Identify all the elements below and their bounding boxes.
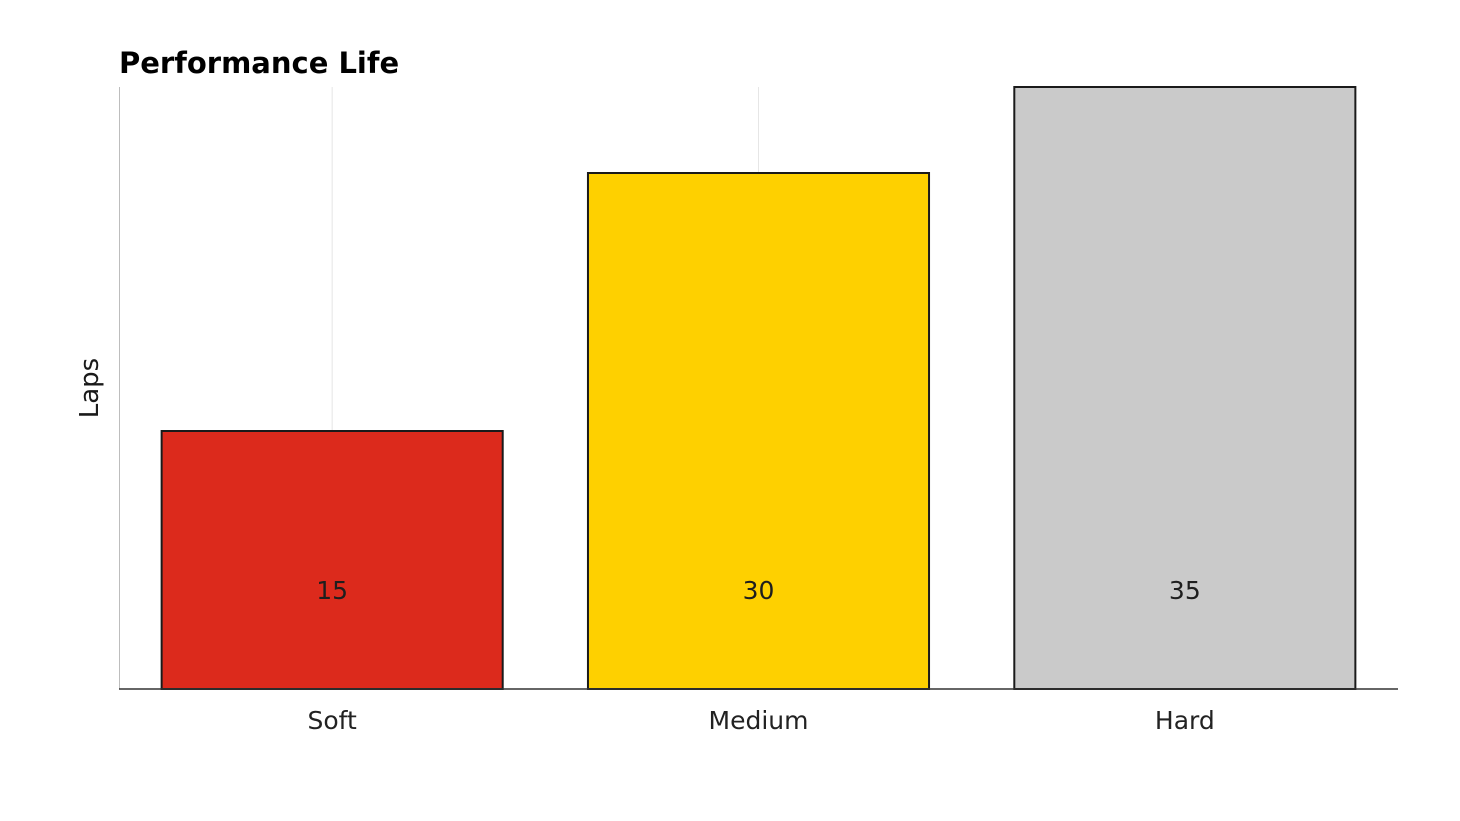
value-labels-group: 15 30 35 [316,576,1200,605]
x-tick-label-soft: Soft [307,706,357,735]
y-axis-label: Laps [75,358,105,418]
value-label-medium: 30 [743,576,775,605]
value-label-soft: 15 [316,576,348,605]
bar-medium [586,172,931,690]
bar-soft [160,430,504,690]
x-tick-label-medium: Medium [709,706,809,735]
x-tick-labels-group: Soft Medium Hard [307,706,1214,735]
x-tick-label-hard: Hard [1155,706,1215,735]
chart-title: Performance Life [119,46,399,80]
value-label-hard: 35 [1169,576,1201,605]
bar-hard [1013,86,1357,690]
